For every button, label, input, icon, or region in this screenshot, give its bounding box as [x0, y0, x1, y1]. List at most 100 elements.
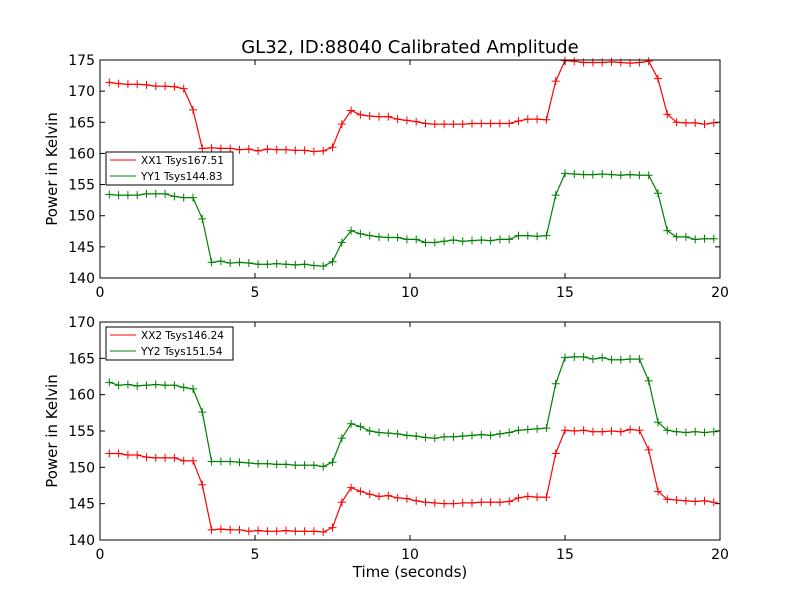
top-data-point: [402, 116, 411, 125]
bottom-data-point: [356, 487, 365, 496]
top-data-point: [561, 169, 569, 178]
top-data-point: [328, 257, 337, 266]
top-data-point: [235, 145, 244, 154]
bottom-data-point: [561, 353, 569, 362]
bottom-data-point: [430, 498, 439, 507]
bottom-series: [105, 352, 718, 537]
top-data-point: [254, 146, 263, 155]
top-x-tick-label: 15: [556, 285, 574, 301]
bottom-x-tick-label: 20: [711, 547, 729, 563]
top-data-point: [570, 169, 579, 178]
top-x-tick-label: 10: [401, 285, 419, 301]
bottom-data-point: [616, 355, 625, 364]
bottom-data-point: [663, 426, 672, 435]
bottom-data-point: [235, 525, 244, 534]
top-data-point: [551, 77, 560, 86]
bottom-data-point: [681, 496, 690, 505]
bottom-data-point: [142, 453, 151, 462]
top-data-point: [226, 144, 235, 153]
bottom-x-tick-label: 15: [556, 547, 574, 563]
top-data-point: [216, 257, 225, 266]
bottom-data-point: [235, 458, 244, 467]
top-data-point: [523, 231, 532, 240]
top-x-tick-label: 20: [711, 285, 729, 301]
bottom-data-point: [700, 496, 709, 505]
bottom-data-point: [300, 527, 309, 536]
bottom-data-point: [709, 427, 718, 436]
top-data-point: [309, 261, 318, 270]
top-data-point: [393, 115, 402, 124]
bottom-data-point: [244, 527, 253, 536]
bottom-data-point: [170, 381, 179, 390]
bottom-data-point: [421, 498, 430, 507]
bottom-data-point: [468, 498, 476, 507]
top-data-point: [663, 110, 672, 119]
bottom-data-point: [263, 527, 272, 536]
bottom-data-point: [421, 433, 430, 442]
top-data-point: [486, 236, 495, 245]
bottom-data-point: [477, 430, 486, 439]
top-data-point: [142, 189, 151, 198]
bottom-data-point: [486, 498, 495, 507]
top-data-point: [347, 226, 356, 235]
top-data-point: [654, 189, 662, 198]
top-x-tick-label: 5: [251, 285, 260, 301]
bottom-data-point: [551, 449, 560, 458]
top-data-point: [430, 238, 439, 247]
top-data-point: [189, 105, 197, 114]
bottom-data-point: [654, 418, 662, 427]
bottom-data-point: [533, 424, 542, 433]
bottom-data-point: [542, 424, 551, 433]
top-data-point: [458, 120, 467, 129]
top-data-point: [533, 232, 542, 241]
bottom-data-point: [226, 457, 235, 466]
top-data-point: [412, 235, 421, 244]
bottom-data-point: [616, 427, 625, 436]
top-data-point: [319, 146, 328, 155]
bottom-data-point: [570, 427, 579, 435]
top-data-point: [421, 119, 430, 128]
bottom-data-point: [319, 462, 328, 471]
top-data-point: [579, 170, 588, 179]
bottom-data-point: [216, 457, 225, 466]
bottom-data-point: [384, 491, 393, 500]
bottom-data-point: [384, 429, 393, 438]
top-data-point: [114, 191, 123, 200]
bottom-data-point: [672, 496, 681, 505]
top-data-point: [179, 193, 188, 202]
bottom-y-tick-label: 160: [68, 388, 95, 404]
bottom-data-point: [207, 525, 216, 534]
top-series: [105, 56, 718, 271]
bottom-data-point: [635, 355, 644, 364]
bottom-data-point: [216, 525, 225, 534]
bottom-data-point: [430, 434, 439, 443]
bottom-data-point: [709, 498, 718, 507]
bottom-data-point: [654, 487, 662, 496]
top-data-point: [151, 82, 160, 91]
top-data-point: [105, 190, 114, 199]
top-data-point: [598, 169, 607, 178]
top-data-point: [235, 258, 244, 267]
top-data-point: [161, 82, 170, 91]
top-data-point: [514, 231, 523, 240]
top-data-point: [337, 238, 346, 247]
top-data-point: [412, 117, 421, 126]
top-data-point: [198, 214, 207, 223]
top-data-point: [551, 191, 560, 200]
top-data-point: [207, 143, 216, 152]
bottom-data-point: [291, 527, 300, 536]
top-data-point: [393, 233, 402, 242]
bottom-data-point: [291, 461, 300, 470]
top-data-point: [663, 226, 672, 235]
bottom-data-point: [570, 352, 579, 361]
top-data-point: [542, 231, 551, 240]
top-data-point: [300, 260, 309, 269]
bottom-y-tick-label: 155: [68, 424, 95, 440]
top-data-point: [384, 233, 393, 242]
top-data-point: [123, 80, 132, 89]
top-data-point: [681, 118, 690, 127]
bottom-data-point: [114, 381, 123, 390]
top-axes: 0 5 10 15 20 140 145 150 155 160 165 170 175 Power i…: [43, 53, 729, 301]
